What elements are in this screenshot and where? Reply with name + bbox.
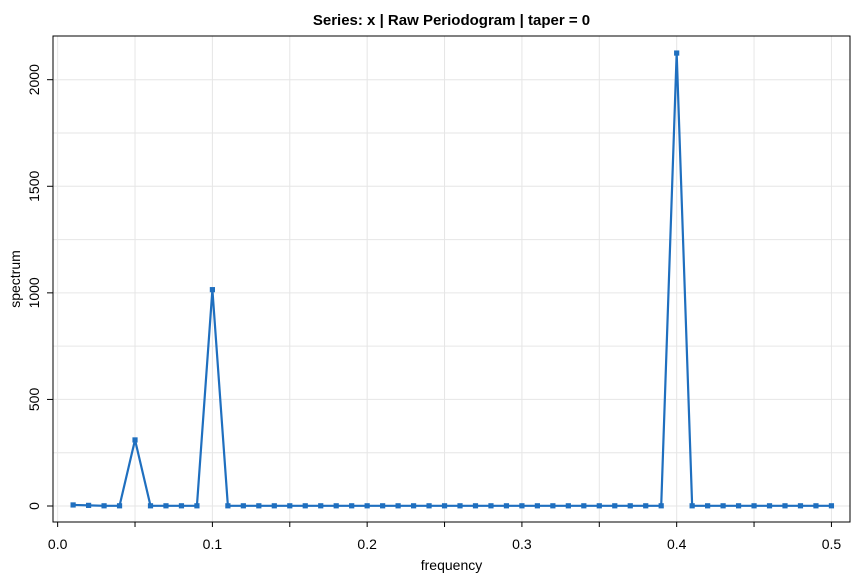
y-tick-label: 1000: [26, 277, 42, 308]
data-point: [689, 503, 695, 509]
data-point: [147, 503, 154, 509]
y-axis: 0 500 1000 1500 2000: [26, 64, 53, 510]
data-point: [116, 503, 123, 509]
x-axis-label: frequency: [421, 557, 482, 573]
data-point: [240, 503, 246, 509]
data-point: [225, 503, 231, 509]
data-point: [101, 503, 107, 509]
data-point: [349, 503, 355, 509]
x-axis: 0.0 0.1 0.2 0.3 0.4 0.5: [48, 522, 841, 552]
x-tick-label: 0.2: [357, 536, 377, 552]
x-tick-label: 0.3: [512, 536, 532, 552]
x-tick-label: 0.0: [48, 536, 68, 552]
data-point: [395, 503, 401, 509]
data-point: [85, 502, 92, 508]
data-point: [287, 503, 293, 509]
grid-lines: [53, 36, 850, 522]
chart-title: Series: x | Raw Periodogram | taper = 0: [313, 12, 590, 29]
data-point: [271, 503, 277, 509]
y-tick-label: 2000: [26, 64, 42, 95]
data-point: [426, 503, 432, 509]
x-tick-label: 0.5: [822, 536, 842, 552]
data-point: [674, 50, 680, 56]
data-point: [735, 503, 742, 509]
series-group: [70, 50, 835, 509]
data-point: [163, 503, 169, 509]
data-point: [550, 503, 556, 509]
data-point: [813, 503, 819, 509]
data-point: [333, 503, 339, 509]
data-point: [488, 503, 494, 509]
data-point: [797, 503, 804, 509]
data-point: [828, 503, 835, 509]
y-tick-label: 0: [26, 502, 42, 510]
data-point: [302, 503, 308, 509]
data-point: [256, 503, 262, 509]
data-point: [472, 503, 479, 509]
data-point: [457, 503, 463, 509]
y-tick-label: 500: [26, 388, 42, 412]
y-tick-label: 1500: [26, 170, 42, 201]
data-point: [766, 503, 773, 509]
data-point: [534, 503, 540, 509]
x-tick-label: 0.1: [203, 536, 223, 552]
data-point: [194, 503, 200, 509]
data-point: [209, 287, 215, 293]
data-point: [565, 503, 571, 509]
data-point: [612, 503, 618, 509]
series-line: [73, 51, 832, 507]
data-point: [658, 503, 664, 509]
data-point: [410, 503, 417, 509]
data-point: [596, 503, 602, 509]
data-point: [581, 503, 587, 509]
data-point: [503, 503, 510, 509]
data-point: [380, 503, 386, 509]
data-point: [705, 503, 711, 509]
x-tick-label: 0.4: [667, 536, 687, 552]
y-axis-label: spectrum: [7, 250, 23, 308]
data-point: [318, 503, 324, 509]
data-point: [643, 503, 649, 509]
data-point: [132, 437, 138, 443]
data-point: [627, 503, 633, 509]
data-point: [441, 503, 448, 509]
data-point: [178, 503, 185, 509]
data-point: [364, 503, 370, 509]
plot-border: [52, 35, 851, 523]
data-point: [782, 503, 788, 509]
data-point: [70, 502, 76, 508]
data-point: [519, 503, 525, 509]
data-point: [720, 503, 726, 509]
data-point: [751, 503, 757, 509]
